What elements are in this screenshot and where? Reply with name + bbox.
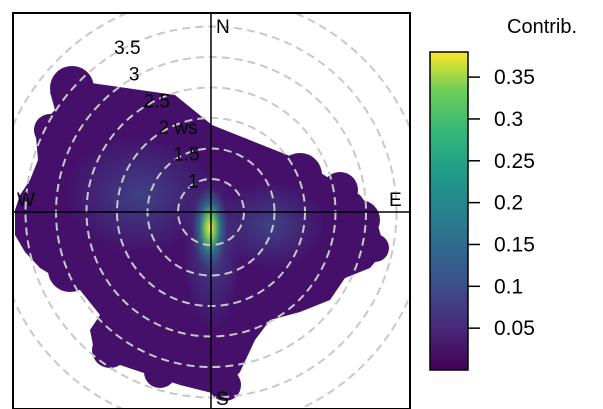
colorbar xyxy=(429,51,469,371)
radial-tick-label-2: 2 ws xyxy=(158,118,197,139)
colorbar-tick-label-6: 0.05 xyxy=(494,317,535,340)
radial-tick-label-5: 3.5 xyxy=(114,38,140,59)
colorbar-tick-label-5: 0.1 xyxy=(494,275,523,298)
radial-tick-label-4: 3 xyxy=(129,65,140,86)
colorbar-tick-label-1: 0.3 xyxy=(494,108,523,131)
direction-label-w: W xyxy=(17,190,35,211)
radial-tick-labels: 1 1.5 2 ws 2.53 3.5 xyxy=(114,38,200,192)
direction-label-e: E xyxy=(389,190,402,211)
radial-tick-label-3: 2.5 xyxy=(144,91,170,112)
radial-tick-label-1: 1.5 xyxy=(173,145,199,166)
colorbar-tick-label-3: 0.2 xyxy=(494,192,523,215)
colorbar-ticks: 0.35 0.3 0.25 0.2 0.15 0.1 0.05 xyxy=(468,66,535,340)
direction-label-s: S xyxy=(216,389,229,409)
colorbar-tick-label-0: 0.35 xyxy=(494,66,535,89)
colorbar-title: Contrib. xyxy=(507,16,577,38)
colorbar-tick-label-4: 0.15 xyxy=(494,233,535,256)
plot-border xyxy=(12,12,411,409)
direction-label-n: N xyxy=(216,17,230,38)
colorbar-tick-label-2: 0.25 xyxy=(494,150,535,173)
radial-tick-label-0: 1 xyxy=(188,171,199,192)
